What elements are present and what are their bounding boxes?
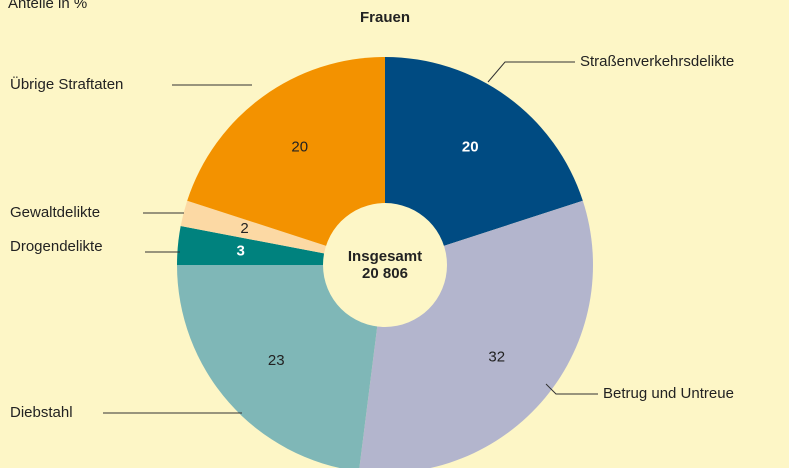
value-label: 23 xyxy=(268,352,285,369)
center-title: Insgesamt xyxy=(348,248,422,265)
legend-label: Gewaltdelikte xyxy=(10,204,100,221)
legend-label: Übrige Straftaten xyxy=(10,75,123,93)
center-value: 20 806 xyxy=(362,265,408,282)
value-label: 3 xyxy=(236,242,244,259)
chart-title: Frauen xyxy=(360,9,410,26)
donut-hole xyxy=(323,203,447,327)
value-label: 20 xyxy=(291,139,308,156)
slice xyxy=(187,57,385,265)
chart-subtitle: Anteile in % xyxy=(8,0,87,12)
value-label: 20 xyxy=(462,139,479,156)
legend-label: Straßenverkehrsdelikte xyxy=(580,53,734,70)
leader-line xyxy=(487,61,575,83)
legend-label: Drogendelikte xyxy=(10,238,103,255)
value-label: 32 xyxy=(488,348,505,365)
leader-line xyxy=(545,383,598,395)
value-label: 2 xyxy=(240,220,248,237)
legend-label: Betrug und Untreue xyxy=(603,385,734,402)
slice xyxy=(385,57,583,265)
slice xyxy=(177,265,385,468)
legend-label: Diebstahl xyxy=(10,404,73,421)
